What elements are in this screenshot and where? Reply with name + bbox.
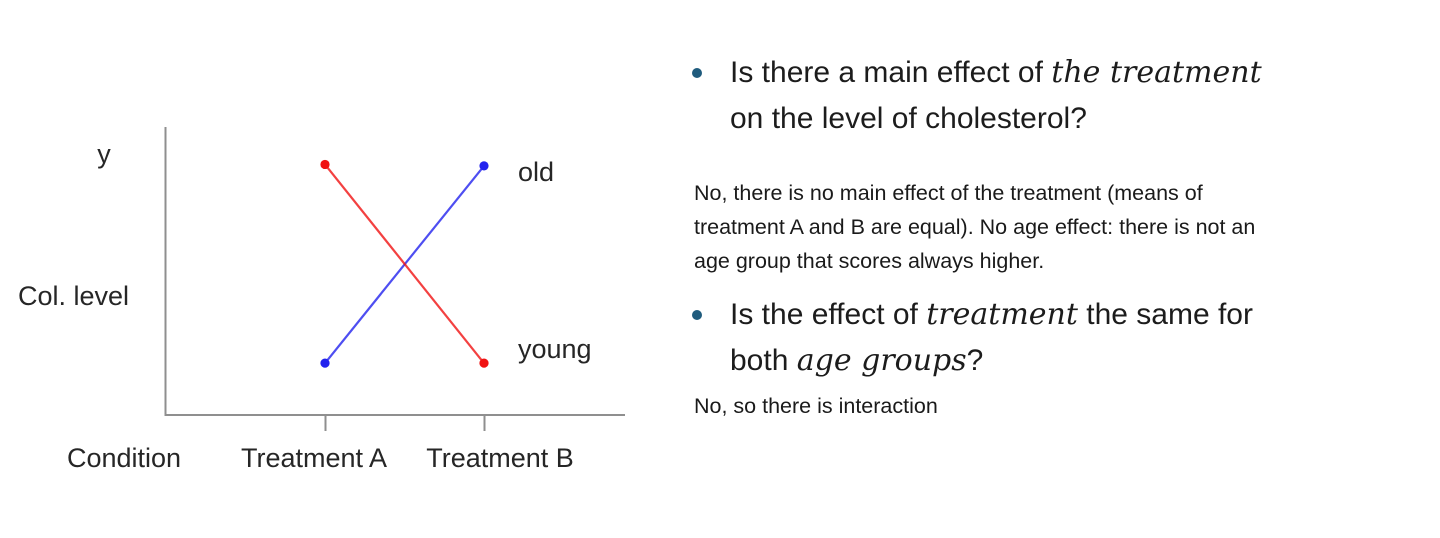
x-axis-title: Condition <box>67 443 181 473</box>
answer-text-2: No, so there is interaction <box>694 394 938 418</box>
series-line-young <box>324 163 485 364</box>
data-point-young <box>479 358 489 368</box>
bullet-item-2: Is the effect of treatment the same for b… <box>692 292 1408 384</box>
y-axis-top-label: y <box>97 139 111 169</box>
interaction-plot: y Col. level Condition Treatment A Treat… <box>18 127 625 473</box>
qa-panel: Is there a main effect of the treatment o… <box>692 50 1408 423</box>
data-point-young <box>320 159 330 170</box>
question-text-1: Is there a main effect of the treatment o… <box>730 55 1262 135</box>
series-label-old: old <box>518 157 554 187</box>
series-label-young: young <box>518 334 592 364</box>
bullet-dot-icon <box>692 310 702 320</box>
x-tick-label-treatment-b: Treatment B <box>426 443 574 473</box>
axes <box>164 127 625 431</box>
data-point-old <box>320 358 330 368</box>
bullet-item-1: Is there a main effect of the treatment o… <box>692 50 1408 142</box>
y-axis-label: Col. level <box>18 281 129 311</box>
x-tick-label-treatment-a: Treatment A <box>241 443 387 473</box>
bullet-dot-icon <box>692 68 702 78</box>
answer-text-1: No, there is no main effect of the treat… <box>694 181 1256 273</box>
data-point-old <box>479 161 489 171</box>
question-text-2: Is the effect of treatment the same for b… <box>730 297 1253 378</box>
series-layer <box>320 159 489 368</box>
